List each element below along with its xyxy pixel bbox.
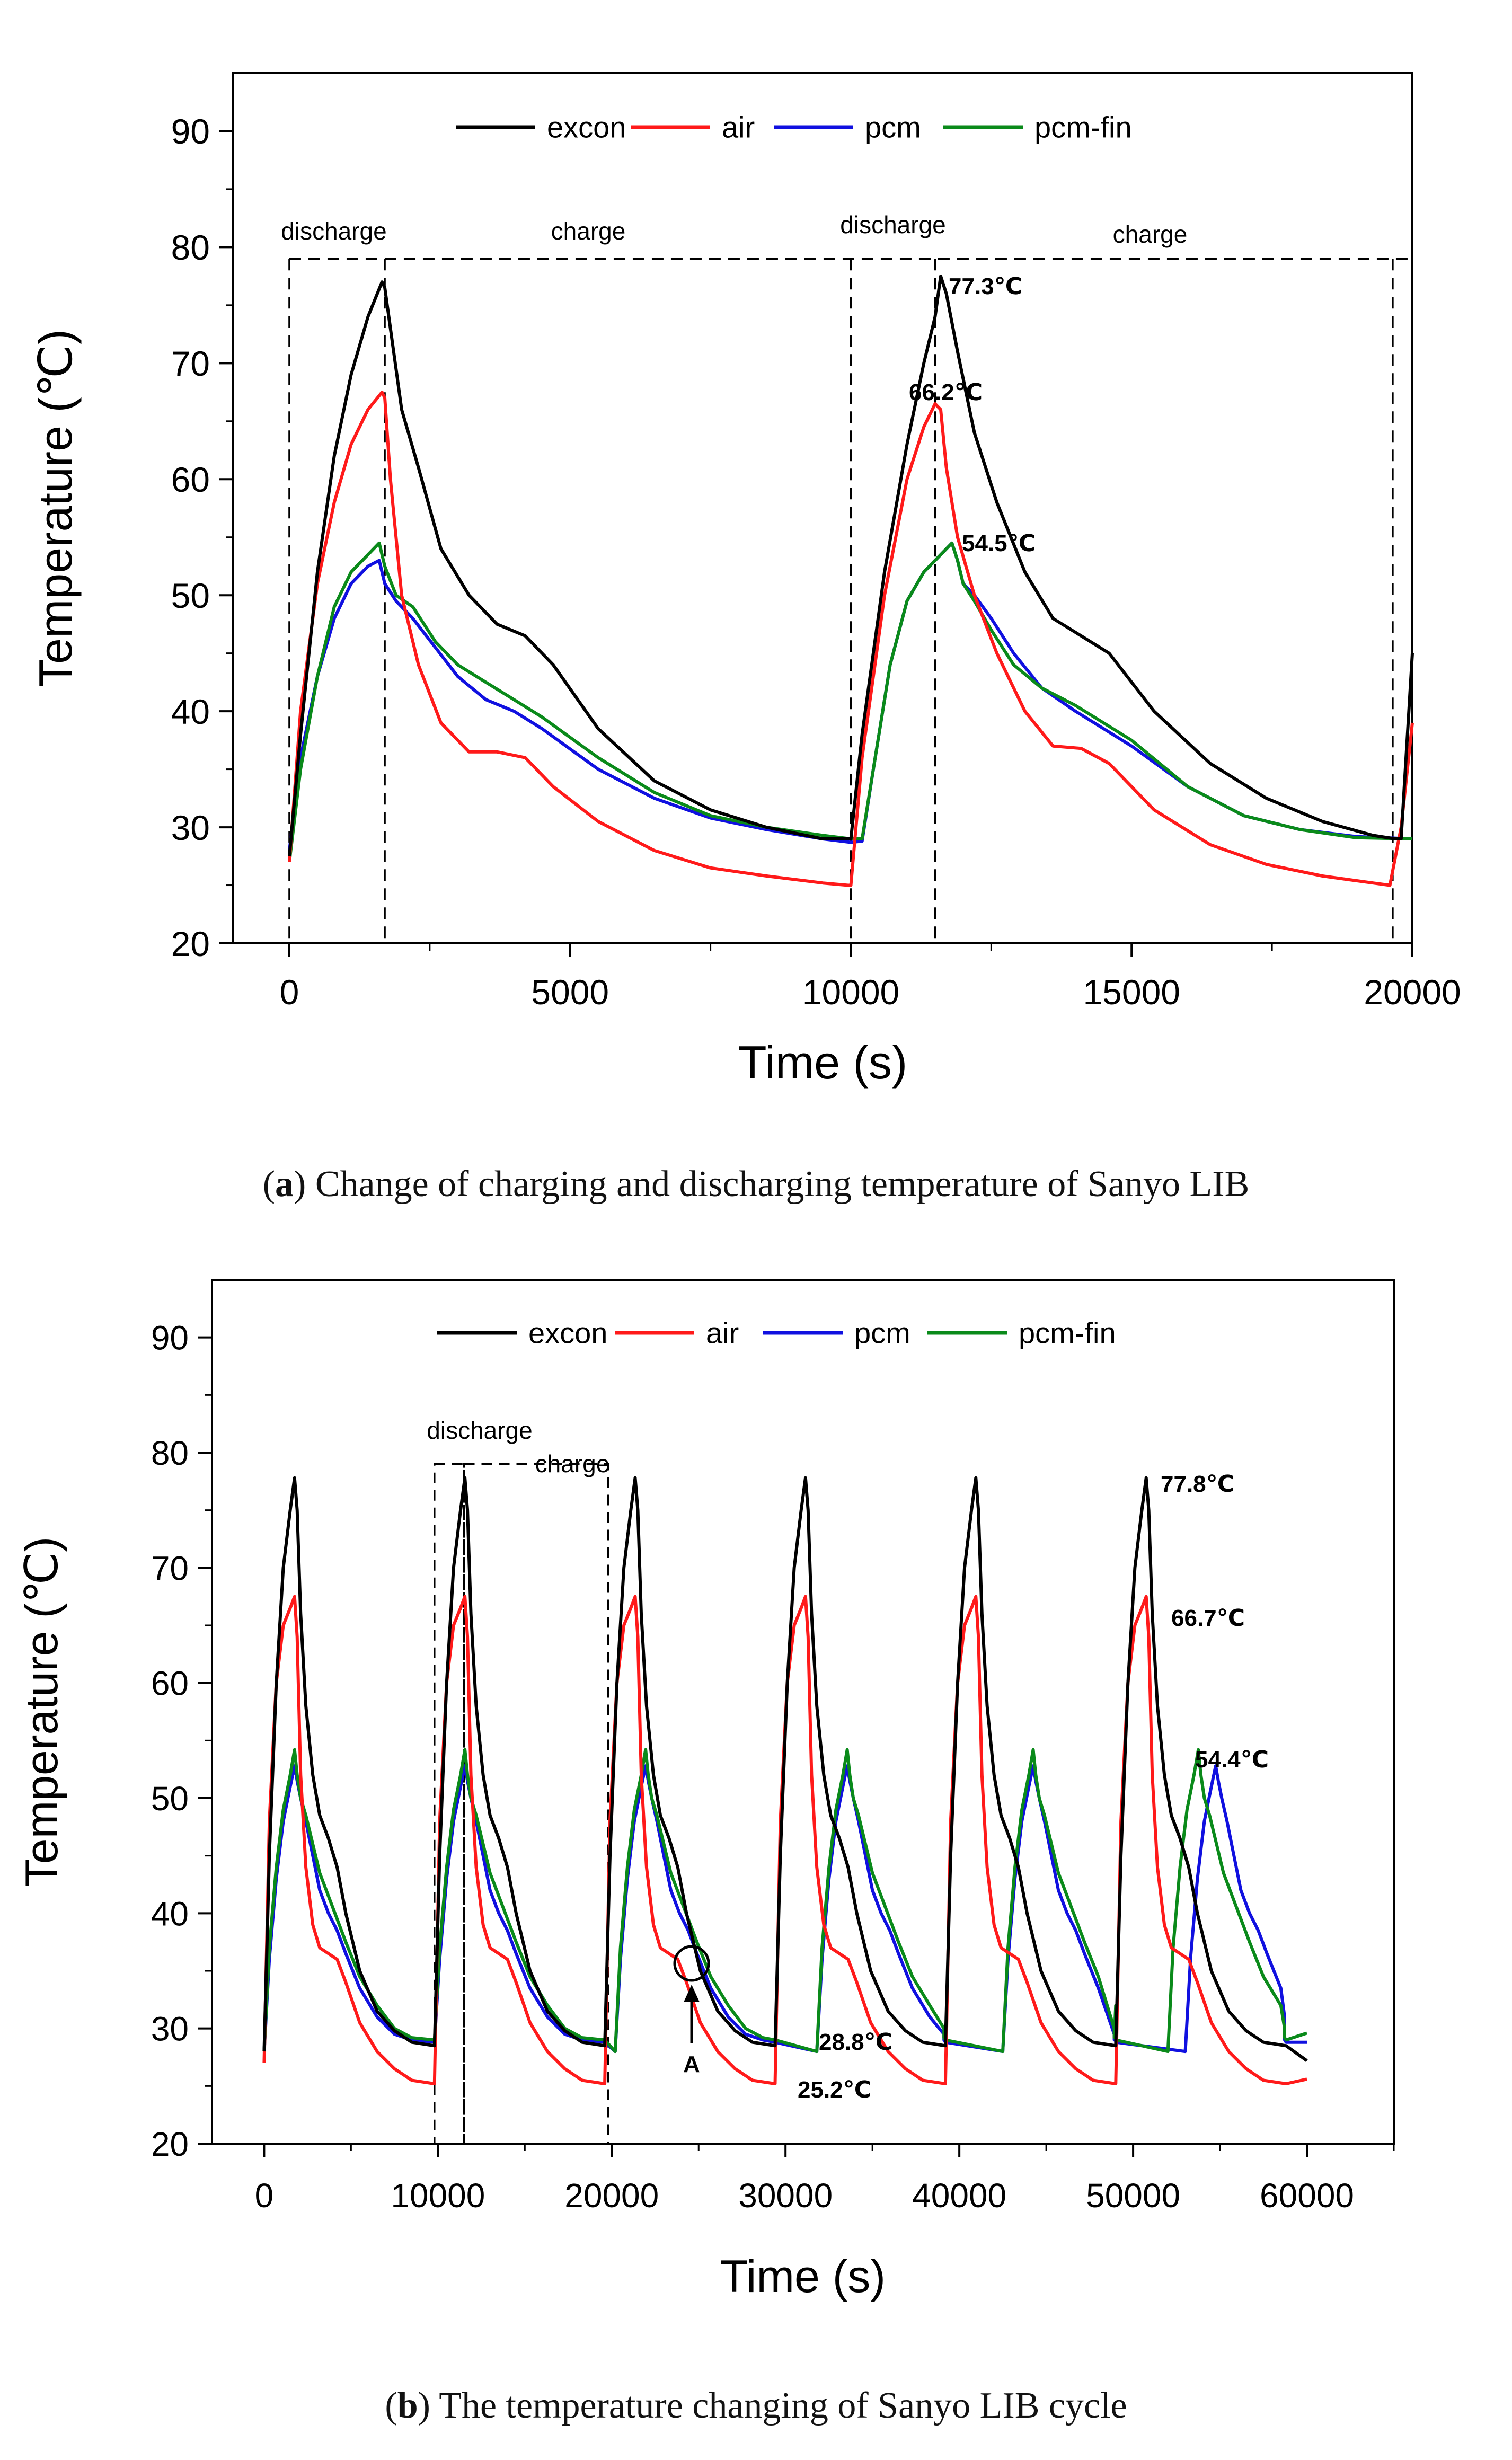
peak-label-pcm: 54.4℃ bbox=[1195, 1747, 1269, 1773]
min-label-air: 25.2℃ bbox=[798, 2077, 871, 2103]
legend-label-pcm: pcm bbox=[854, 1316, 910, 1350]
charge-box bbox=[463, 1463, 609, 2145]
caption-a: (a) Change of charging and discharging t… bbox=[262, 1164, 1250, 1205]
phase-label-charge: charge bbox=[1113, 220, 1188, 248]
x-axis-label: Time (s) bbox=[738, 1036, 907, 1089]
y-tick-label: 90 bbox=[171, 112, 210, 151]
x-tick-label: 15000 bbox=[1083, 972, 1180, 1012]
plot-frame bbox=[211, 1279, 1395, 2145]
caption-b-text: The temperature changing of Sanyo LIB cy… bbox=[439, 2385, 1127, 2426]
legend-label-pcm-fin: pcm-fin bbox=[1034, 111, 1132, 144]
x-tick-label: 20000 bbox=[564, 2176, 659, 2215]
x-tick-label: 0 bbox=[280, 972, 299, 1012]
x-tick-label: 50000 bbox=[1086, 2176, 1180, 2215]
y-tick-label: 60 bbox=[171, 460, 210, 499]
y-tick-label: 20 bbox=[171, 924, 210, 963]
y-tick-label: 40 bbox=[171, 692, 210, 731]
x-tick-label: 20000 bbox=[1364, 972, 1461, 1012]
legend-label-excon: excon bbox=[547, 111, 626, 144]
y-tick-label: 30 bbox=[151, 2010, 189, 2048]
y-tick-label: 40 bbox=[151, 1895, 189, 1933]
x-tick-label: 10000 bbox=[802, 972, 900, 1012]
x-tick-label: 40000 bbox=[912, 2176, 1006, 2215]
caption-b: (b) The temperature changing of Sanyo LI… bbox=[385, 2385, 1127, 2426]
chart-b: 20 30 40 50 60 70 80 90 0 10000 20000 30000 40000 500… bbox=[16, 1279, 1395, 2302]
phase-label-discharge: discharge bbox=[840, 211, 945, 238]
caption-a-letter: a bbox=[275, 1164, 294, 1205]
chart-a: 20 30 40 50 60 70 80 90 0 5000 10000 15000 20000 Time… bbox=[29, 72, 1461, 1089]
caption-a-text: Change of charging and discharging tempe… bbox=[315, 1164, 1250, 1205]
peak-label-air: 66.7℃ bbox=[1171, 1605, 1245, 1631]
y-tick-label: 50 bbox=[151, 1780, 189, 1818]
y-axis-label: Temperature (℃) bbox=[29, 329, 82, 687]
caption-b-letter: b bbox=[397, 2385, 418, 2426]
y-tick-label: 30 bbox=[171, 808, 210, 847]
marker-a-label: A bbox=[683, 2051, 700, 2077]
marker-a-arrow-head bbox=[684, 1985, 700, 2002]
series-line-excon bbox=[288, 275, 1414, 857]
y-tick-label: 80 bbox=[171, 228, 210, 267]
peak-label-air: 66.2℃ bbox=[909, 379, 983, 405]
marker-a-circle bbox=[673, 1945, 710, 1982]
y-axis-label: Temperature (℃) bbox=[16, 1537, 67, 1887]
peak-label-pcm: 54.5℃ bbox=[962, 530, 1036, 556]
legend-label-air: air bbox=[706, 1316, 739, 1350]
peak-label-excon: 77.3℃ bbox=[949, 273, 1022, 299]
x-tick-label: 5000 bbox=[531, 972, 609, 1012]
phase-label-charge: charge bbox=[535, 1450, 610, 1477]
y-tick-label: 20 bbox=[151, 2125, 189, 2163]
x-tick-label: 10000 bbox=[391, 2176, 485, 2215]
y-tick-label: 70 bbox=[171, 344, 210, 383]
x-tick-label: 0 bbox=[255, 2176, 274, 2215]
series-line-pcm-fin bbox=[262, 1748, 1307, 2054]
series-line-pcm bbox=[262, 1764, 1307, 2054]
legend-label-excon: excon bbox=[528, 1316, 607, 1350]
phase-label-discharge: discharge bbox=[427, 1417, 532, 1444]
y-tick-label: 50 bbox=[171, 576, 210, 615]
legend-label-air: air bbox=[722, 111, 755, 144]
y-tick-label: 70 bbox=[151, 1549, 189, 1587]
y-tick-label: 80 bbox=[151, 1434, 189, 1472]
series-line-excon bbox=[262, 1476, 1308, 2062]
series-line-air bbox=[288, 391, 1414, 887]
peak-label-excon: 77.8℃ bbox=[1161, 1471, 1234, 1497]
legend-label-pcm-fin: pcm-fin bbox=[1019, 1316, 1116, 1350]
series-line-pcm bbox=[288, 541, 1413, 851]
discharge-box bbox=[434, 1463, 465, 2145]
phase-label-charge: charge bbox=[551, 217, 626, 245]
x-tick-label: 30000 bbox=[738, 2176, 833, 2215]
x-tick-label: 60000 bbox=[1260, 2176, 1354, 2215]
plot-frame bbox=[232, 72, 1413, 944]
series-line-air bbox=[262, 1595, 1307, 2085]
y-tick-label: 90 bbox=[151, 1319, 189, 1357]
x-axis-label: Time (s) bbox=[720, 2251, 886, 2302]
min-label-pcm: 28.8℃ bbox=[819, 2029, 892, 2055]
phase-label-discharge: discharge bbox=[281, 217, 386, 245]
legend-label-pcm: pcm bbox=[865, 111, 921, 144]
y-tick-label: 60 bbox=[151, 1665, 189, 1703]
